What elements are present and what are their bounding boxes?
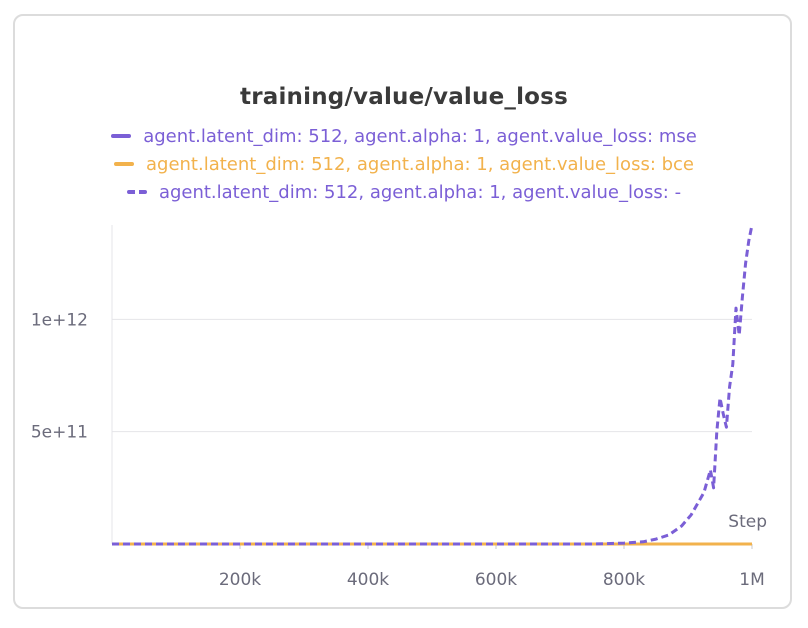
legend-swatch-bce — [113, 162, 134, 166]
legend-label-mse: agent.latent_dim: 512, agent.alpha: 1, a… — [143, 125, 697, 147]
chart-panel — [13, 14, 792, 609]
x-axis-label: Step — [728, 512, 767, 532]
legend-item-dash[interactable]: agent.latent_dim: 512, agent.alpha: 1, a… — [0, 178, 808, 206]
x-tick-label: 800k — [603, 570, 645, 590]
y-tick-label: 5e+11 — [31, 423, 88, 443]
chart-title: training/value/value_loss — [240, 84, 568, 110]
x-tick-label: 600k — [475, 570, 517, 590]
y-tick-label: 1e+12 — [31, 310, 88, 330]
legend-label-bce: agent.latent_dim: 512, agent.alpha: 1, a… — [145, 153, 695, 175]
x-tick-label: 200k — [219, 570, 261, 590]
legend-item-bce[interactable]: agent.latent_dim: 512, agent.alpha: 1, a… — [0, 150, 808, 178]
x-tick-label: 1M — [739, 570, 764, 590]
series-line-2 — [112, 224, 754, 546]
legend-swatch-mse — [111, 134, 132, 138]
legend-label-dash: agent.latent_dim: 512, agent.alpha: 1, a… — [158, 181, 682, 203]
legend-swatch-dash — [126, 190, 147, 194]
legend-item-mse[interactable]: agent.latent_dim: 512, agent.alpha: 1, a… — [0, 122, 808, 150]
x-tick-label: 400k — [347, 570, 389, 590]
